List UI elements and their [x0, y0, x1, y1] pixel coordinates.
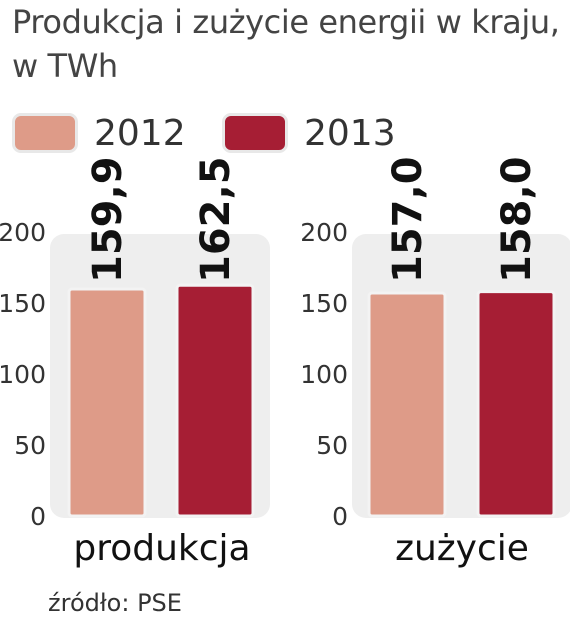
legend-swatch-2013	[222, 113, 288, 153]
data-label: 162,5	[193, 156, 239, 283]
category-label: zużycie	[395, 528, 529, 569]
source-note: źródło: PSE	[48, 589, 182, 617]
bar-2013-zużycie	[476, 290, 556, 518]
y-tick-label: 100	[300, 360, 348, 389]
chart-title: Produkcja i zużycie energii w kraju, w T…	[12, 3, 560, 85]
category-label: produkcja	[73, 528, 250, 569]
y-tick-label: 0	[332, 502, 348, 531]
y-tick-label: 50	[316, 431, 348, 460]
data-label: 157,0	[385, 156, 431, 283]
y-tick-label: 150	[300, 289, 348, 318]
data-label: 158,0	[494, 156, 540, 283]
legend-label-2012: 2012	[94, 113, 186, 154]
y-tick-label: 200	[300, 218, 348, 247]
y-tick-label: 50	[14, 431, 46, 460]
data-label: 159,9	[85, 156, 131, 283]
legend-swatch-2012	[12, 113, 78, 153]
y-tick-label: 150	[0, 289, 46, 318]
bar-2012-produkcja	[67, 287, 147, 518]
y-tick-label: 0	[30, 502, 46, 531]
y-tick-label: 200	[0, 218, 46, 247]
y-tick-label: 100	[0, 360, 46, 389]
bar-2012-zużycie	[367, 291, 447, 518]
legend-label-2013: 2013	[304, 113, 396, 154]
bar-2013-produkcja	[175, 283, 255, 518]
